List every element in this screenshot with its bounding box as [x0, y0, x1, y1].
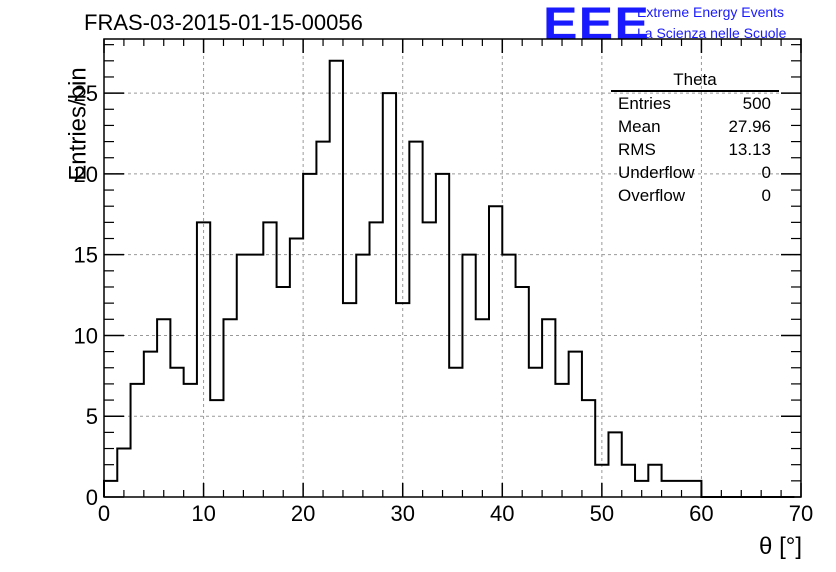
logo-line-2: La Scienza nelle Scuole: [637, 25, 787, 41]
histogram-bin: [608, 432, 621, 497]
page-title: FRAS-03-2015-01-15-00056: [84, 10, 363, 35]
stats-label: Overflow: [618, 186, 686, 205]
histogram-bin: [104, 481, 117, 497]
histogram-bin: [370, 222, 383, 497]
histogram-bin: [330, 61, 343, 497]
y-tick-label: 5: [86, 404, 98, 429]
histogram-bin: [648, 465, 661, 497]
histogram-bin: [569, 352, 582, 497]
x-axis-label: θ [°]: [759, 533, 802, 560]
stats-value: 0: [761, 186, 771, 205]
x-tick-label: 10: [191, 501, 215, 526]
y-tick-label: 25: [74, 81, 98, 106]
y-tick-label: 20: [74, 162, 98, 187]
histogram-bin: [476, 319, 489, 497]
histogram-bin: [423, 222, 436, 497]
tick-label-layer: 0 10 20 30 40 50 60 70 0 5 10 15 20 25: [74, 81, 814, 526]
histogram-bin: [688, 481, 701, 497]
y-axis-label: Entries/bin: [64, 67, 92, 181]
histogram-bin: [223, 319, 236, 497]
y-tick-label: 0: [86, 485, 98, 510]
histogram-bin: [157, 319, 170, 497]
stats-title: Theta: [611, 70, 779, 92]
histogram-bin: [263, 222, 276, 497]
histogram-bin: [409, 142, 422, 497]
histogram-bin: [343, 303, 356, 497]
histogram-bin: [277, 287, 290, 497]
x-tick-label: 0: [98, 501, 110, 526]
histogram-bin: [555, 384, 568, 497]
histogram-bin: [117, 449, 130, 497]
x-tick-label: 30: [390, 501, 414, 526]
histogram-bin: [662, 481, 675, 497]
histogram-bin: [184, 384, 197, 497]
histogram-bin: [250, 255, 263, 497]
stats-label: RMS: [618, 140, 656, 159]
histogram-bin: [144, 352, 157, 497]
histogram-bin: [516, 287, 529, 497]
axis-layer: [103, 39, 802, 498]
histogram-bin: [449, 368, 462, 497]
histogram-bin: [502, 255, 515, 497]
histogram-bin: [316, 142, 329, 497]
histogram-bin: [290, 239, 303, 497]
logo-line-1: Extreme Energy Events: [637, 4, 785, 20]
histogram-bin: [197, 222, 210, 497]
histogram-bin: [582, 400, 595, 497]
histogram-bin: [356, 255, 369, 497]
stats-row-mean: Mean 27.96: [611, 115, 779, 138]
stats-label: Mean: [618, 117, 661, 136]
stats-box: Theta Entries 500 Mean 27.96 RMS 13.13 U…: [611, 70, 779, 207]
histogram-bin: [383, 93, 396, 497]
histogram-bin: [237, 255, 250, 497]
histogram-bin: [529, 368, 542, 497]
x-tick-label: 50: [590, 501, 614, 526]
stats-label: Entries: [618, 94, 671, 113]
histogram-bin: [542, 319, 555, 497]
histogram-bin: [170, 368, 183, 497]
grid-layer: [104, 39, 801, 497]
y-tick-label: 15: [74, 243, 98, 268]
stats-value: 27.96: [728, 117, 771, 136]
x-tick-label: 40: [490, 501, 514, 526]
histogram-bin: [489, 206, 502, 497]
histogram-bin: [622, 465, 635, 497]
histogram-bin: [210, 400, 223, 497]
histogram-outline: [103, 59, 795, 498]
stats-row-underflow: Underflow 0: [611, 161, 779, 184]
stats-value: 500: [742, 94, 771, 113]
stats-row-rms: RMS 13.13: [611, 138, 779, 161]
plot-frame: [103, 38, 802, 498]
histogram-bin: [131, 384, 144, 497]
x-tick-label: 60: [689, 501, 713, 526]
stats-row-entries: Entries 500: [611, 92, 779, 115]
eee-logo: EEE Extreme Energy Events La Scienza nel…: [543, 0, 833, 48]
x-tick-label: 70: [789, 501, 813, 526]
y-tick-label: 10: [74, 323, 98, 348]
stats-value: 13.13: [728, 140, 771, 159]
stats-value: 0: [761, 163, 771, 182]
x-tick-label: 20: [291, 501, 315, 526]
stats-label: Underflow: [618, 163, 695, 182]
histogram-bin: [462, 255, 475, 497]
stats-row-overflow: Overflow 0: [611, 184, 779, 207]
